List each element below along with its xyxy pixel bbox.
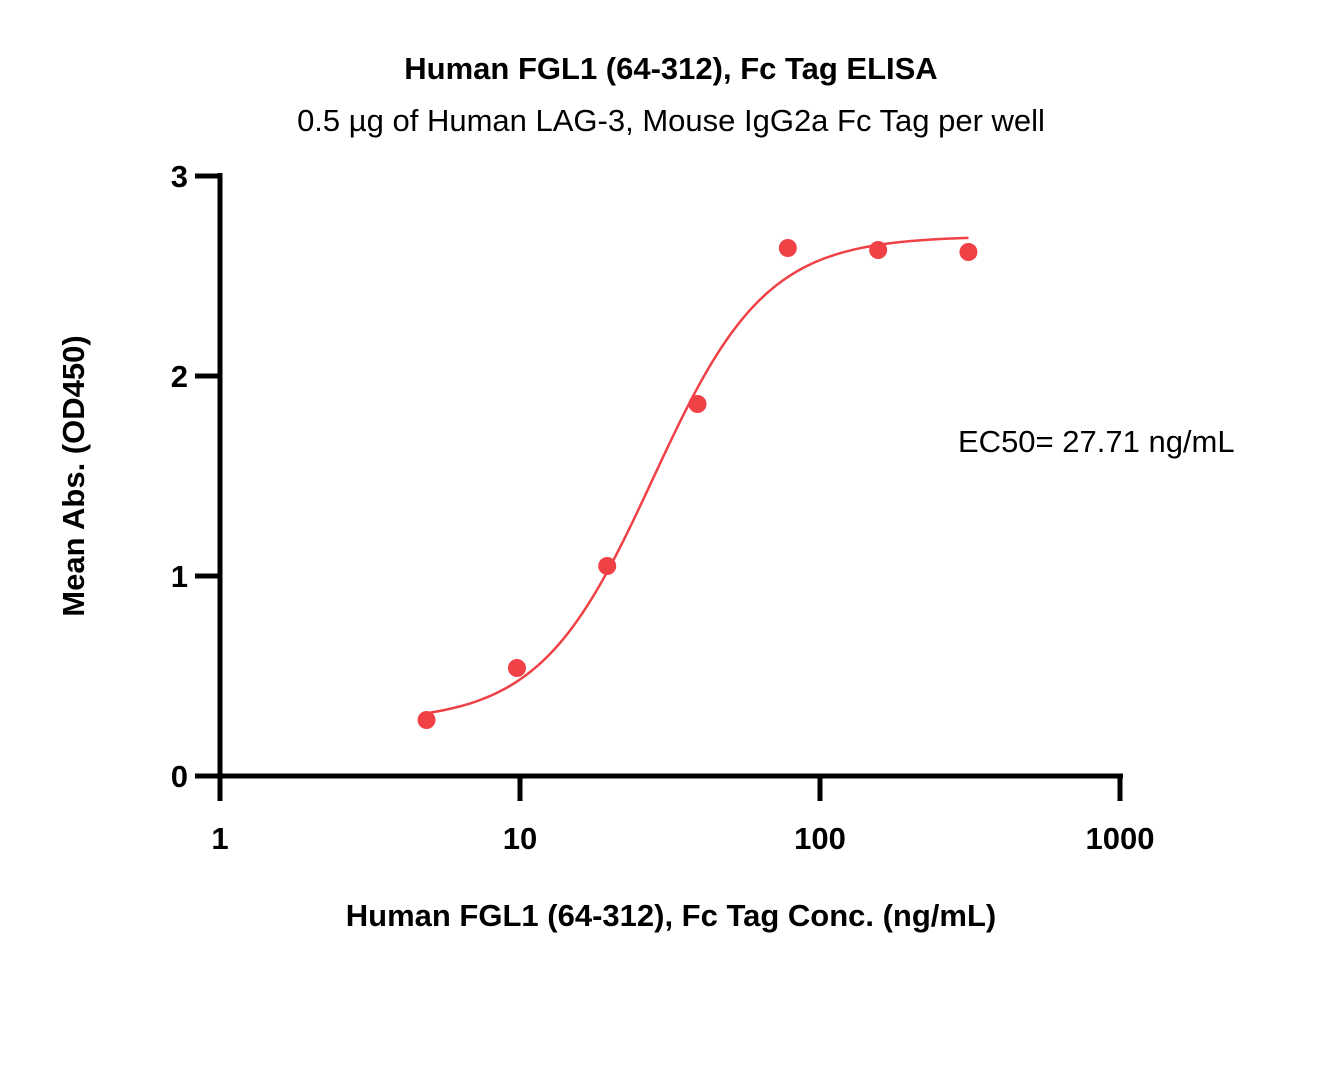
x-tick-label: 1000: [1086, 821, 1155, 856]
x-tick-label: 100: [794, 821, 846, 856]
chart-title: Human FGL1 (64-312), Fc Tag ELISA: [404, 51, 937, 86]
x-axis-label: Human FGL1 (64-312), Fc Tag Conc. (ng/mL…: [346, 898, 997, 933]
data-points: [417, 239, 978, 729]
y-tick-label: 1: [171, 559, 188, 594]
chart-subtitle: 0.5 µg of Human LAG-3, Mouse IgG2a Fc Ta…: [297, 103, 1045, 138]
data-point: [417, 711, 436, 729]
data-point: [959, 243, 978, 261]
x-tick-label: 10: [503, 821, 537, 856]
axes: [217, 173, 1123, 779]
x-tick-label: 1: [211, 821, 228, 856]
data-point: [507, 659, 526, 677]
y-tick-label: 3: [171, 159, 188, 194]
y-tick-label: 0: [171, 759, 188, 794]
y-axis-label: Mean Abs. (OD450): [56, 335, 91, 616]
fit-curve: [426, 236, 969, 715]
fit-curve-layer: [426, 236, 969, 715]
data-point: [598, 557, 617, 575]
ec50-annotation: EC50= 27.71 ng/mL: [958, 424, 1235, 459]
data-point: [688, 395, 707, 413]
data-point: [778, 239, 797, 257]
data-point: [869, 241, 888, 259]
y-tick-label: 2: [171, 359, 188, 394]
